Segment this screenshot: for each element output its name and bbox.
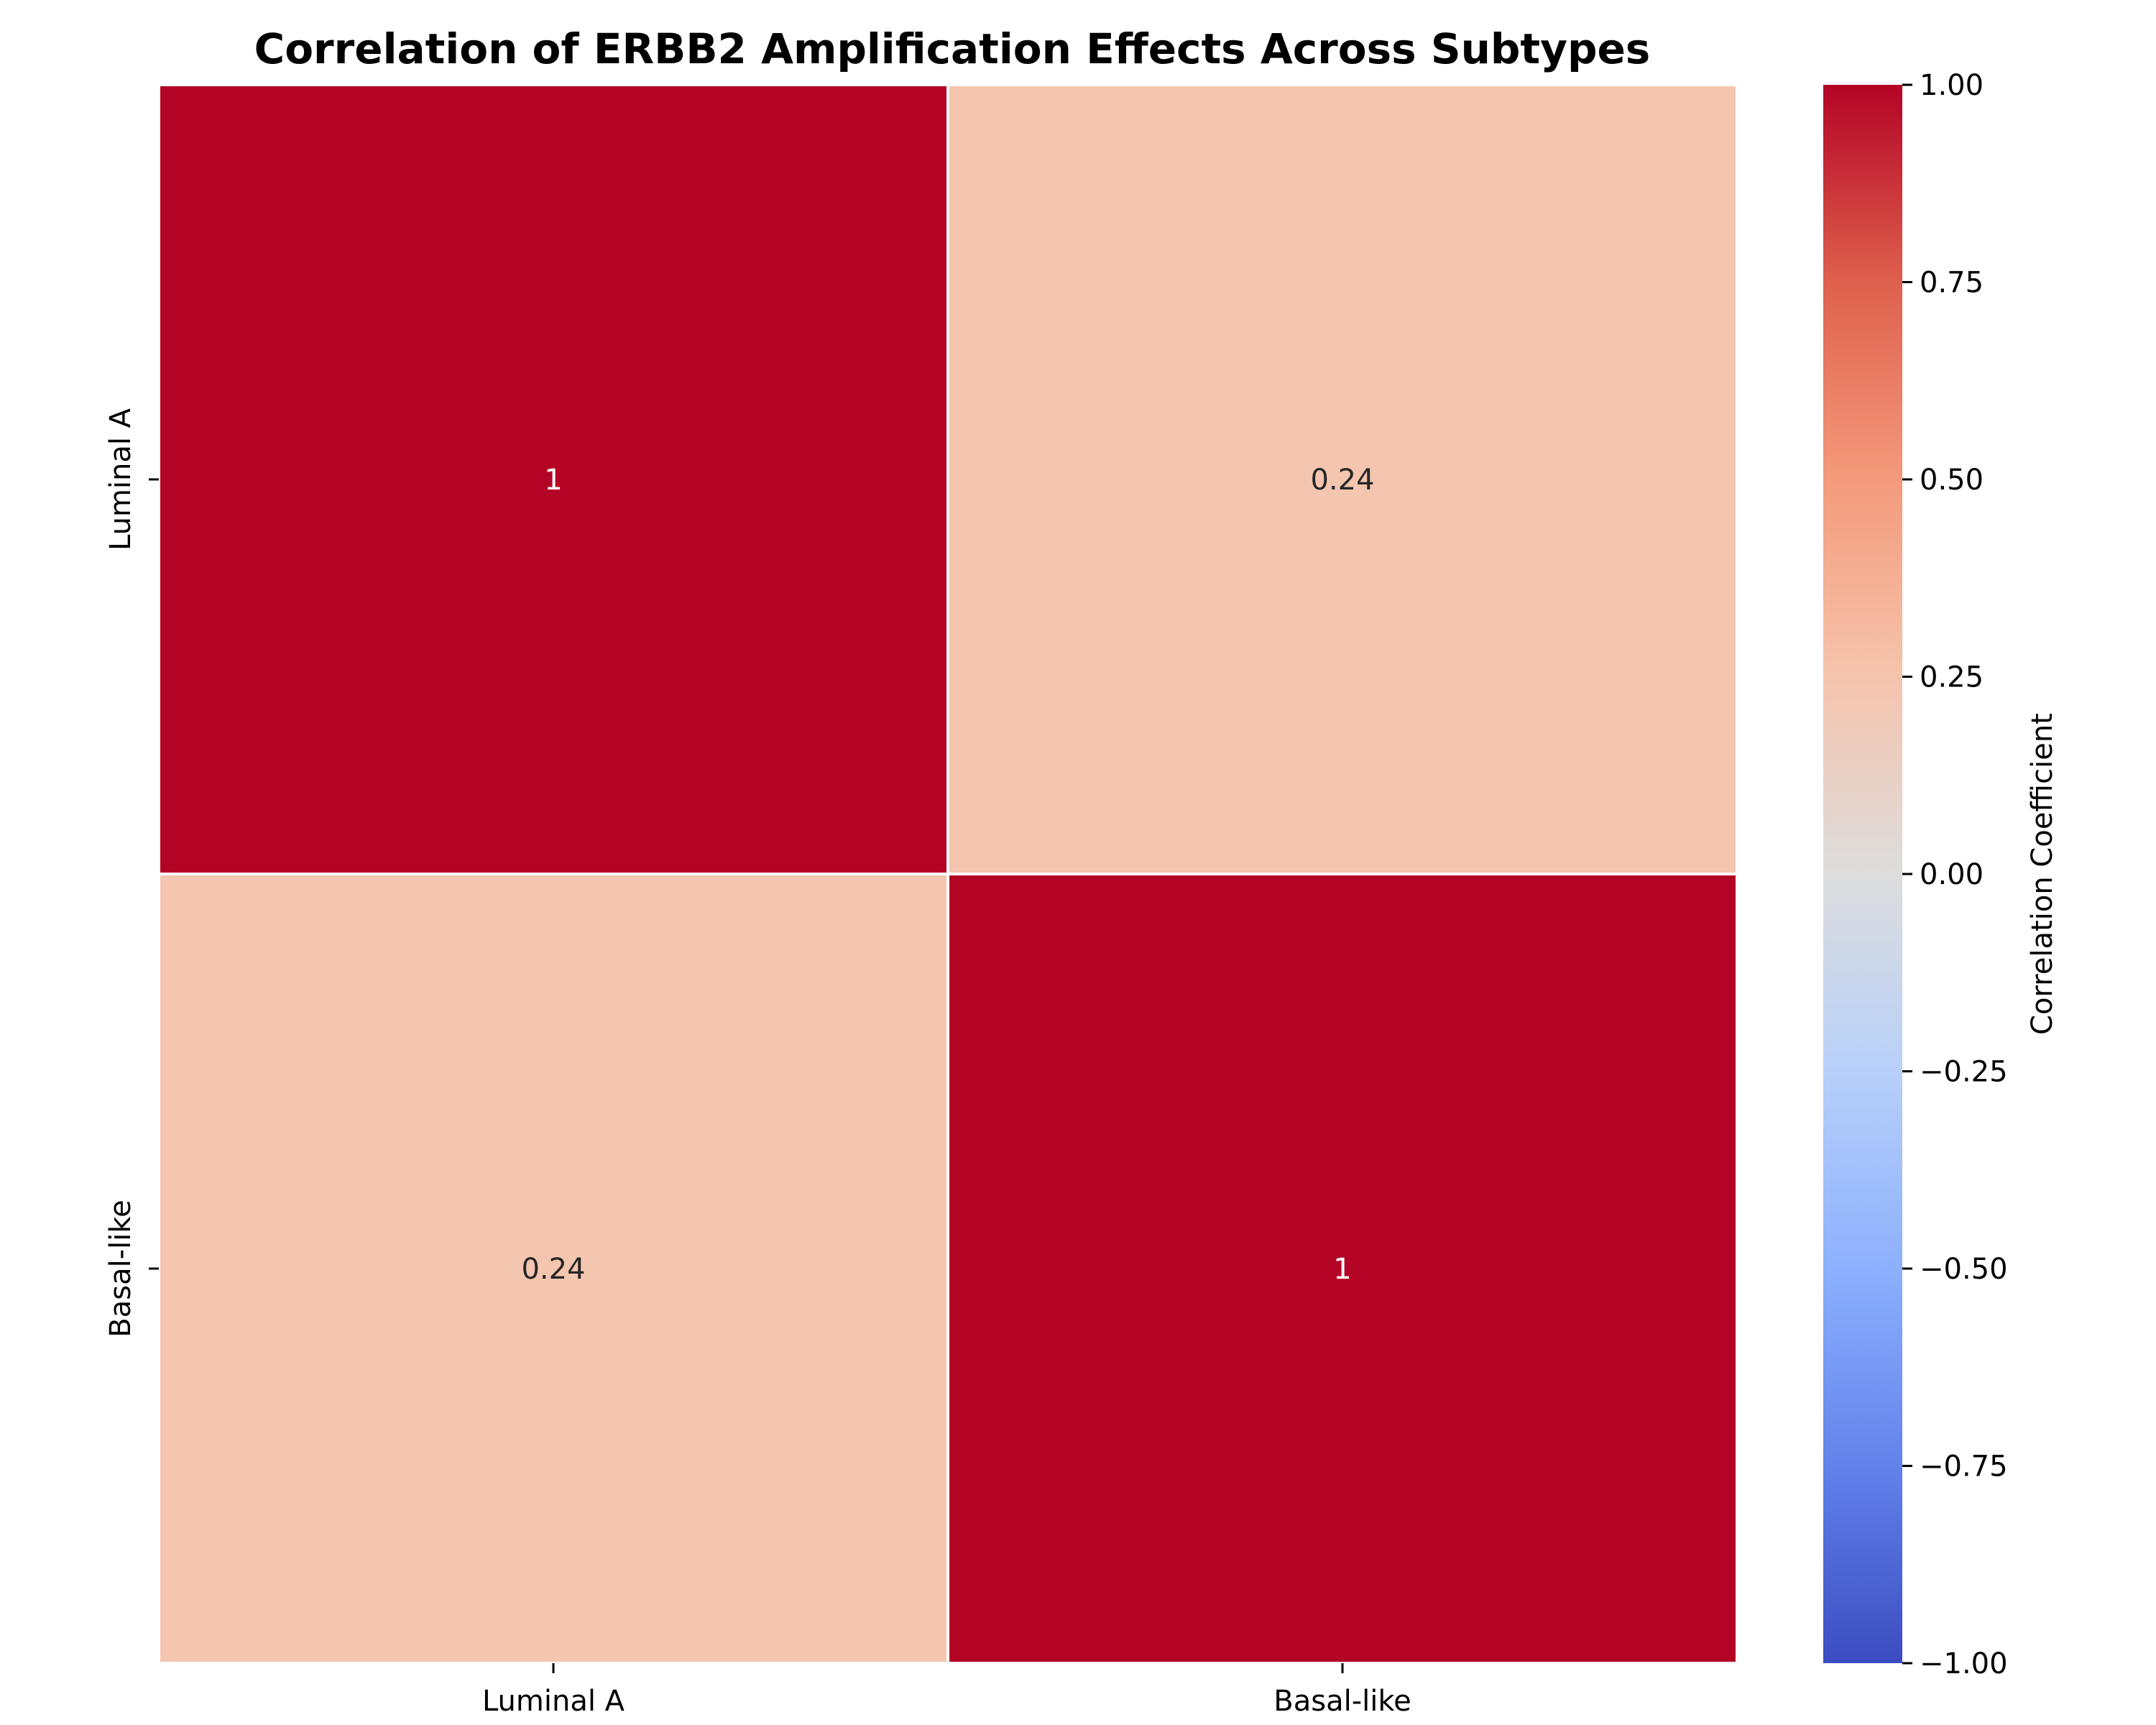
colorbar-tick-label: −0.75 [1920, 1450, 2008, 1484]
colorbar-tick-label: −0.25 [1920, 1056, 2008, 1089]
colorbar-label: Correlation Coefficient [2026, 713, 2059, 1035]
cell-annotation: 1 [544, 464, 562, 497]
colorbar-tick-label: −0.50 [1920, 1253, 2008, 1286]
cell-annotation: 1 [1333, 1253, 1351, 1286]
colorbar-tick-label: 0.00 [1920, 858, 1984, 891]
heatmap-cells: 1 0.24 0.24 1 [157, 83, 1738, 1665]
colorbar-tick-label: 0.25 [1920, 661, 1984, 694]
y-axis: Luminal A Basal-like [104, 408, 159, 1338]
chart-title: Correlation of ERBB2 Amplification Effec… [254, 24, 1651, 73]
heatmap-cell [157, 83, 949, 875]
colorbar-tick-label: 0.50 [1920, 464, 1984, 497]
colorbar: 1.00 0.75 0.50 0.25 0.00 −0.25 −0.50 −0.75 −1.00… [1823, 69, 2059, 1680]
colorbar-tick-label: 0.75 [1920, 267, 1984, 300]
x-axis: Luminal A Basal-like [482, 1663, 1411, 1718]
cell-annotation: 0.24 [521, 1253, 585, 1286]
heatmap-cell [946, 83, 1738, 875]
colorbar-gradient [1823, 85, 1902, 1663]
colorbar-tick-label: 1.00 [1920, 69, 1984, 102]
colorbar-tick-label: −1.00 [1920, 1647, 2008, 1680]
x-tick-label: Basal-like [1273, 1685, 1411, 1718]
heatmap-cell [157, 873, 949, 1665]
y-tick-label: Luminal A [104, 408, 137, 551]
cell-annotation: 0.24 [1310, 464, 1374, 497]
y-tick-label: Basal-like [104, 1200, 137, 1337]
heatmap-cell [946, 873, 1738, 1665]
x-tick-label: Luminal A [482, 1685, 625, 1718]
